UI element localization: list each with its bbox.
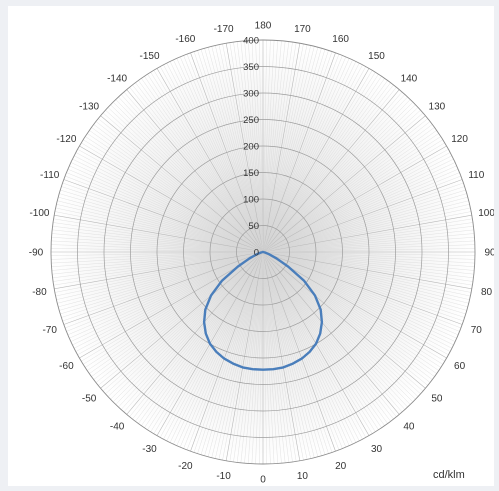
chart-frame: 0 50 100 150 200 250 300 350 400 180 170 160 150 140…: [8, 6, 494, 486]
angle-tick-label: -50: [82, 393, 97, 404]
angle-tick-labels: 180 1701601501401301201101009080706050403…: [29, 21, 494, 486]
angle-tick-label: 0: [260, 475, 266, 486]
angle-tick-label: -130: [79, 102, 99, 113]
angle-tick-label: 110: [468, 170, 484, 181]
angle-tick-label: -60: [59, 361, 74, 372]
angle-tick-label: 150: [368, 51, 385, 62]
radial-tick-label: 100: [243, 195, 259, 206]
angle-tick-label: 60: [454, 361, 466, 372]
angle-tick-label: -150: [139, 51, 159, 62]
angle-tick-label: 70: [471, 325, 483, 336]
angle-tick-label: 10: [297, 471, 309, 482]
ring-350: [77, 66, 449, 438]
series-line-0: [202, 250, 324, 371]
angle-tick-label: 30: [371, 444, 383, 455]
angle-tick-label: 160: [332, 34, 349, 45]
angle-tick-label: -170: [214, 24, 234, 35]
radial-tick-label: 400: [243, 36, 259, 47]
angle-tick-label: 180: [255, 21, 272, 32]
angle-tick-label: 40: [403, 421, 415, 432]
series-layer: [202, 250, 324, 371]
angle-tick-label: 20: [335, 461, 347, 472]
ring-150: [183, 172, 343, 332]
radial-tick-label: 50: [248, 221, 259, 232]
radial-tick-labels: 0 50 100 150 200 250 300 350 400: [243, 36, 259, 259]
angle-tick-label: -90: [29, 248, 44, 259]
radial-tick-label: 150: [243, 168, 259, 179]
angle-tick-label: -20: [178, 461, 193, 472]
radial-tick-label: 300: [243, 89, 259, 100]
angle-tick-label: 50: [431, 393, 443, 404]
angle-tick-label: -110: [40, 170, 60, 181]
ring-100: [209, 198, 317, 306]
angle-tick-label: 170: [294, 24, 311, 35]
radial-tick-label: 0: [254, 248, 259, 259]
angle-tick-label: -120: [56, 134, 76, 145]
angle-tick-label: -10: [216, 471, 231, 482]
ring-250: [130, 119, 396, 385]
ring-300: [103, 92, 423, 412]
angle-tick-label: -30: [142, 444, 157, 455]
angle-tick-label: -140: [107, 74, 127, 85]
ring-400: [50, 39, 476, 465]
angle-tick-label: 100: [478, 208, 494, 219]
angle-tick-label: -100: [29, 208, 49, 219]
angle-tick-label: -160: [175, 34, 195, 45]
radial-tick-label: 350: [243, 62, 259, 73]
ring-200: [156, 145, 370, 359]
angle-tick-label: -70: [42, 325, 57, 336]
radial-tick-label: 200: [243, 142, 259, 153]
angle-tick-label: 80: [481, 287, 493, 298]
radial-gridlines: [50, 39, 476, 465]
angle-tick-label: 120: [451, 134, 468, 145]
radial-tick-label: 250: [243, 115, 259, 126]
angle-tick-label: 130: [429, 102, 446, 113]
ring-50: [236, 225, 290, 279]
angle-tick-label: -80: [32, 287, 47, 298]
angle-tick-label: -40: [110, 421, 125, 432]
angle-tick-label: 140: [401, 74, 418, 85]
angle-tick-label: 90: [484, 248, 494, 259]
unit-label: cd/klm: [433, 469, 465, 481]
